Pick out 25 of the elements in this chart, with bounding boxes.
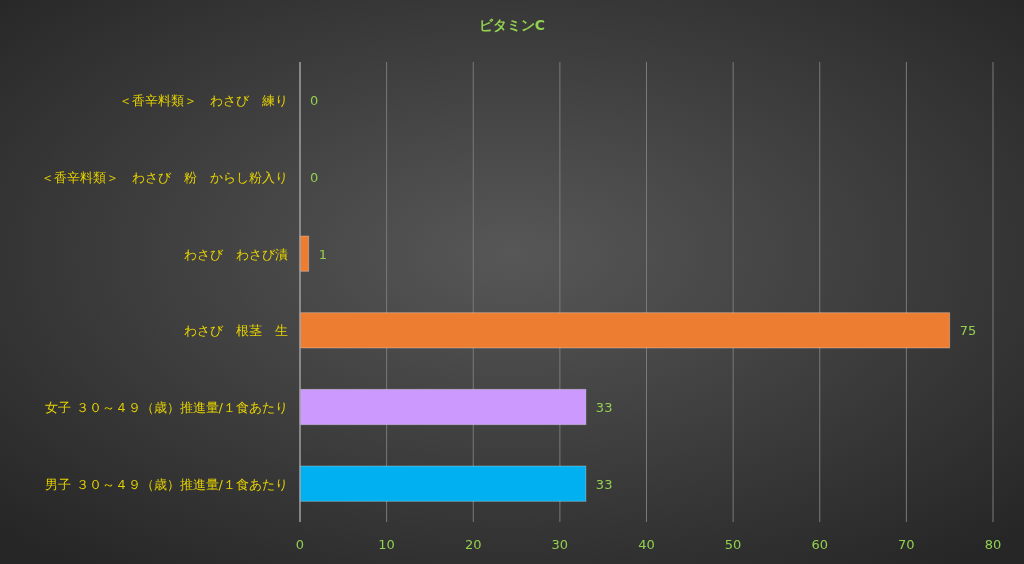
- x-tick-label: 10: [378, 537, 395, 552]
- data-label: 0: [310, 170, 319, 185]
- data-label: 33: [595, 400, 613, 415]
- x-tick-label: 30: [551, 537, 569, 552]
- x-tick-label: 70: [898, 537, 915, 552]
- data-label: 0: [310, 93, 319, 109]
- y-tick-label: 女子 ３０～４９（歳）推進量/１食あたり: [45, 400, 288, 415]
- bar: [299, 465, 587, 502]
- x-tick-label: 80: [984, 537, 1002, 552]
- y-tick-label: 男子 ３０～４９（歳）推進量/１食あたり: [45, 476, 288, 492]
- x-tick-label: 60: [811, 537, 829, 552]
- y-tick-label: ＜香辛料類＞ わさび 粉 からし粉入り: [41, 170, 288, 185]
- y-tick-label: わさび わさび漬: [184, 246, 288, 262]
- x-tick-label: 50: [724, 537, 742, 552]
- data-label: 33: [595, 476, 613, 492]
- y-tick-label: ＜香辛料類＞ わさび 練り: [119, 93, 288, 109]
- bar: [299, 388, 587, 426]
- y-tick-label: わさび 根茎 生: [184, 323, 288, 339]
- chart-title: ビタミンC: [478, 17, 546, 33]
- x-tick-label: 40: [638, 537, 655, 552]
- bar: [299, 312, 951, 349]
- data-label: 75: [959, 323, 977, 339]
- x-tick-label: 20: [464, 537, 482, 552]
- x-tick-label: 0: [295, 537, 305, 552]
- data-label: 1: [318, 246, 327, 262]
